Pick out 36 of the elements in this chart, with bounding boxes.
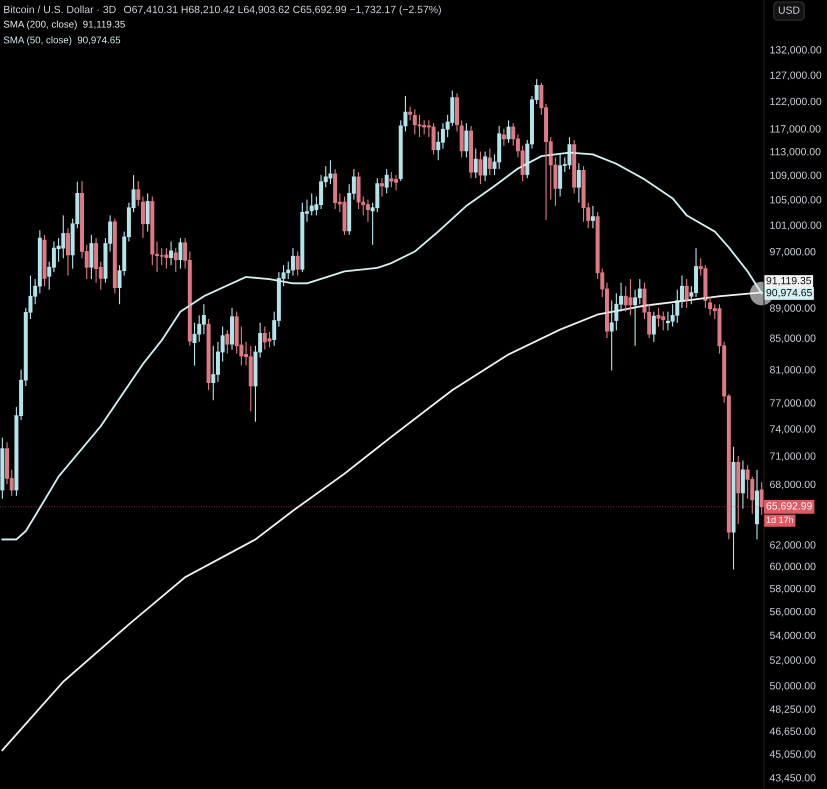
text: 91,119.35 [766, 276, 812, 286]
y-tick-label: 62,000.00 [770, 541, 816, 550]
text: 90,974.65 [766, 288, 812, 298]
chart-title: Bitcoin / U.S. Dollar · 3D [4, 6, 116, 14]
y-tick-label: 43,450.00 [770, 774, 816, 783]
y-tick-label: 97,000.00 [770, 248, 816, 257]
y-tick-label: 50,000.00 [770, 682, 816, 691]
y-tick-label: 60,000.00 [770, 562, 816, 572]
y-tick-label: 81,000.00 [770, 366, 816, 375]
y-tick-label: 117,000.00 [770, 125, 821, 134]
y-tick-label: 74,000.00 [770, 425, 816, 434]
y-tick-label: 127,000.00 [770, 71, 822, 80]
chart-subtitle: O67,410.31 H68,210.42 L64,903.62 C65,692.99 −1,732.17 (−2.57%) [124, 6, 441, 16]
y-tick-label: 45,050.00 [770, 750, 816, 760]
y-tick-label: 132,000.00 [770, 46, 822, 55]
y-tick-label: 109,000.00 [770, 172, 822, 180]
text: SMA (200, close) 91,119.35 [4, 20, 125, 30]
text: SMA (50, close) 90,974.65 [4, 36, 120, 46]
y-tick-label: 54,000.00 [770, 632, 816, 640]
text: 1d 17h [766, 516, 794, 524]
y-tick-label: 46,650.00 [770, 728, 816, 736]
y-tick-label: 68,000.00 [770, 480, 816, 490]
y-tick-label: 122,000.00 [770, 98, 822, 106]
y-tick-label: 71,000.00 [770, 452, 816, 462]
y-tick-label: 113,000.00 [770, 148, 821, 157]
y-tick-label: 105,000.00 [770, 196, 822, 205]
y-tick-label: 48,250.00 [770, 705, 816, 714]
y-axis-title: USD [778, 6, 800, 14]
y-tick-label: 52,000.00 [770, 656, 816, 666]
y-tick-label: 89,000.00 [770, 304, 816, 313]
y-tick-label: 56,000.00 [770, 608, 816, 616]
y-tick-label: 77,000.00 [770, 399, 816, 408]
y-tick-label: 85,000.00 [770, 334, 816, 344]
y-tick-label: 101,000.00 [770, 222, 822, 230]
ref-line-label: 65,692.99 [766, 502, 812, 511]
y-tick-label: 58,000.00 [770, 584, 816, 594]
